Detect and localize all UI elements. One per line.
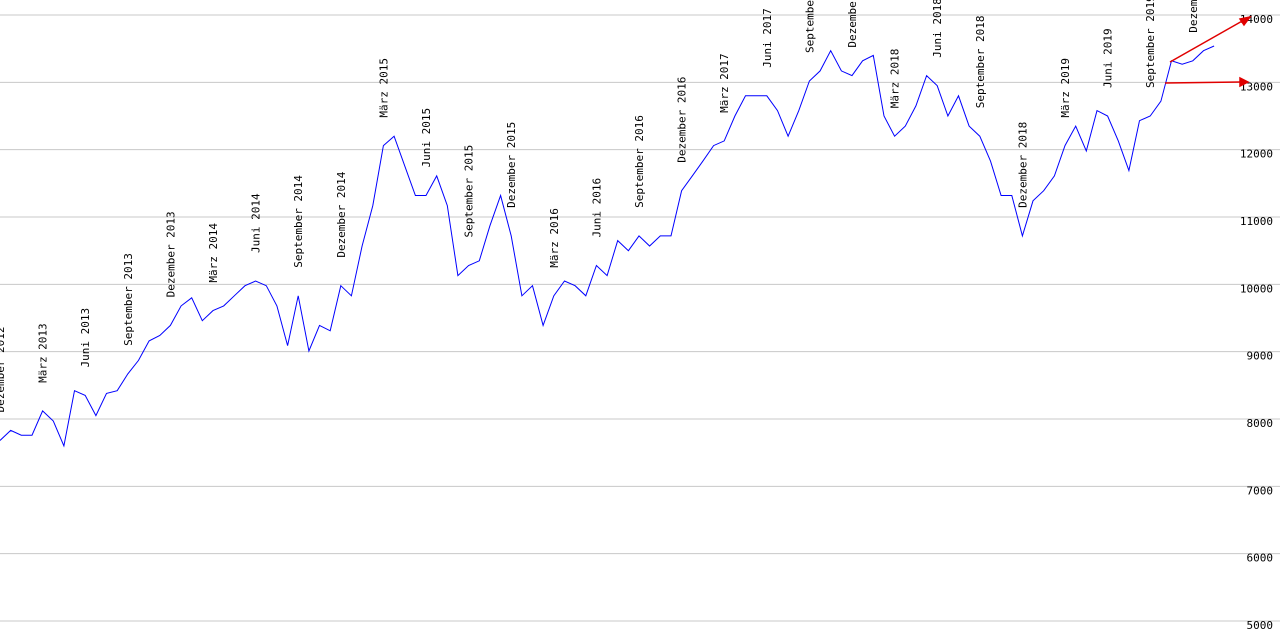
x-tick-label: Dezember 2018 [1016,122,1029,208]
grid [0,14,1280,622]
x-tick-label: Juni 2016 [590,178,603,238]
x-tick-label: März 2017 [718,53,731,113]
x-tick-label: März 2015 [377,58,390,118]
arrow-head [1239,76,1250,88]
x-tick-label: Juni 2018 [931,0,944,58]
x-tick-label: Dezember 2016 [676,77,689,163]
x-tick-label: Dezember 2013 [164,211,177,297]
y-tick-label: 6000 [1247,552,1274,565]
y-tick-label: 14000 [1240,13,1273,26]
x-tick-label: Juni 2013 [79,308,92,368]
arrow-head [1238,15,1252,27]
x-tick-label: Dezember 2014 [335,171,348,257]
x-tick-label: März 2018 [889,49,902,109]
y-tick-label: 11000 [1240,215,1273,228]
x-tick-label: Juni 2019 [1102,28,1115,88]
x-tick-label: März 2016 [548,208,561,268]
y-tick-label: 13000 [1240,80,1273,93]
x-tick-label: September 2016 [633,115,646,208]
x-tick-label: März 2013 [37,323,50,383]
x-tick-label: Dezember 2019 [1187,0,1200,33]
x-tick-label: September 2019 [1144,0,1157,88]
x-tick-label: September 2014 [292,175,305,268]
price-line [0,45,1215,448]
x-tick-label: März 2014 [207,223,220,283]
x-tick-label: Dezember 2015 [505,122,518,208]
x-tick-label: Juni 2017 [761,8,774,68]
y-tick-label: 8000 [1247,417,1274,430]
x-tick-label: Juni 2014 [250,193,263,253]
x-tick-label: September 2015 [463,145,476,238]
arrow [1164,81,1242,84]
x-tick-label: Dezember 2012 [0,326,7,412]
x-tick-label: Juni 2015 [420,108,433,168]
trend-arrows [1164,15,1252,88]
y-tick-label: 9000 [1247,350,1274,363]
x-tick-label: März 2019 [1059,58,1072,118]
arrow [1169,19,1245,63]
y-tick-label: 10000 [1240,282,1273,295]
y-tick-label: 7000 [1247,484,1274,497]
y-tick-label: 5000 [1247,619,1274,632]
x-tick-label: September 2018 [974,15,987,108]
y-tick-label: 12000 [1240,148,1273,161]
x-tick-label: Dezember 2017 [846,0,859,48]
x-tick-label: September 2013 [122,253,135,346]
x-tick-label: September 2017 [803,0,816,53]
